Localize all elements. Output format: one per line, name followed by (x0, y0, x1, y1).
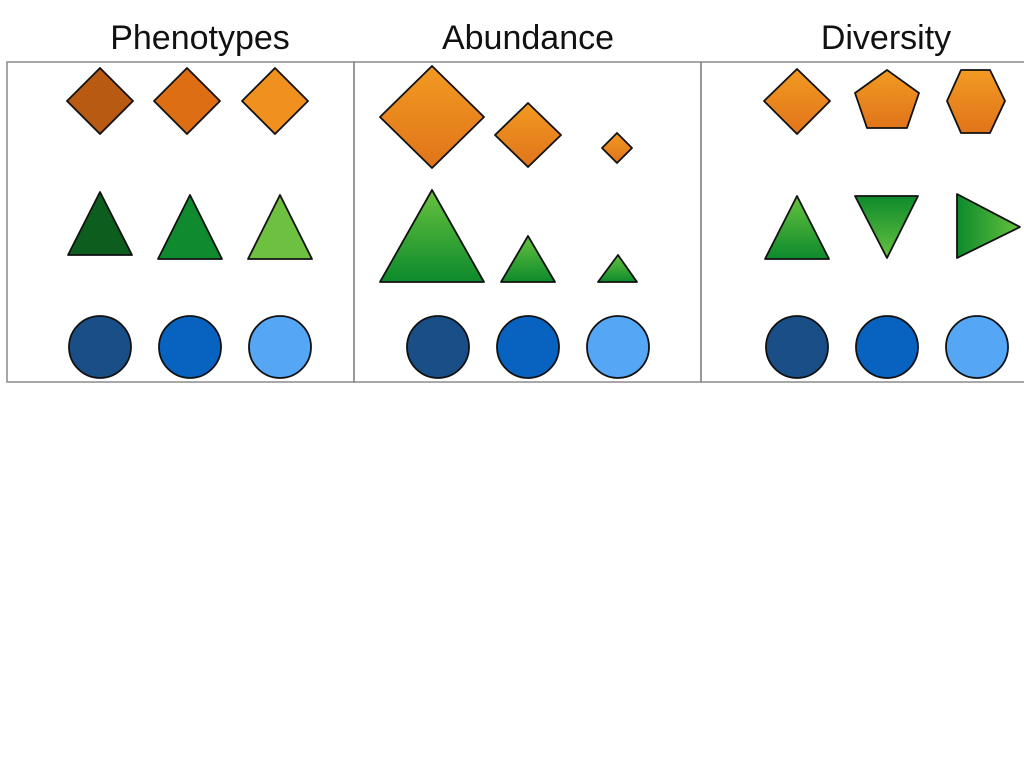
triangle-right (956, 193, 1021, 259)
hexagon (946, 69, 1006, 134)
diversity-panel (700, 61, 1024, 383)
circle-light (248, 315, 312, 379)
circle-dark (406, 315, 470, 379)
diamond-dark (66, 67, 134, 135)
triangle-up (764, 195, 830, 260)
circle-mid (496, 315, 560, 379)
diamond-small (601, 132, 633, 164)
pentagon (854, 69, 920, 129)
triangle-mid (157, 194, 223, 260)
circle-mid (855, 315, 919, 379)
diamond-large (379, 65, 485, 169)
circle-light (945, 315, 1009, 379)
circle-mid (158, 315, 222, 379)
diamond-light (241, 67, 309, 135)
panel-frames (6, 61, 1024, 383)
triangle-light (247, 194, 313, 260)
heading-abundance: Abundance (441, 19, 615, 57)
diamond-medium (494, 102, 562, 168)
circle-light (586, 315, 650, 379)
circle-dark (765, 315, 829, 379)
triangle-down (854, 195, 919, 259)
triangle-small (597, 254, 638, 283)
heading-diversity: Diversity (820, 19, 952, 57)
diamond (763, 68, 831, 135)
heading-phenotypes: Phenotypes (110, 19, 290, 57)
circle-dark (68, 315, 132, 379)
triangle-large (379, 189, 485, 283)
triangle-dark (67, 191, 133, 256)
diamond-mid (153, 67, 221, 135)
triangle-medium (500, 235, 556, 283)
